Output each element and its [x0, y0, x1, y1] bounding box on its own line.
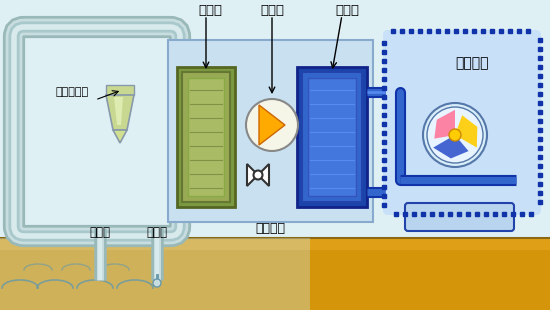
Polygon shape: [259, 105, 285, 145]
Polygon shape: [114, 97, 123, 125]
FancyBboxPatch shape: [405, 203, 514, 231]
Circle shape: [423, 103, 487, 167]
Bar: [182, 72, 230, 202]
Bar: [297, 67, 367, 207]
FancyBboxPatch shape: [168, 40, 373, 222]
Circle shape: [254, 170, 262, 179]
Circle shape: [427, 107, 483, 163]
Bar: [188, 78, 224, 196]
Bar: [177, 67, 235, 207]
Polygon shape: [434, 110, 455, 139]
Bar: [0, 238, 550, 310]
Text: 旋流除砂器: 旋流除砂器: [56, 87, 89, 97]
Circle shape: [246, 99, 298, 151]
Bar: [0, 238, 550, 250]
Bar: [0, 0, 550, 240]
Polygon shape: [106, 95, 134, 130]
Polygon shape: [113, 130, 127, 143]
Text: 风机盘管: 风机盘管: [455, 56, 489, 70]
Text: 回水井: 回水井: [90, 225, 111, 238]
Bar: [308, 78, 356, 196]
Bar: [302, 72, 362, 202]
Polygon shape: [433, 135, 469, 158]
Polygon shape: [247, 164, 258, 186]
Polygon shape: [258, 164, 269, 186]
Polygon shape: [455, 115, 477, 148]
Text: 热泵机组: 热泵机组: [255, 222, 285, 234]
Text: 压缩机: 压缩机: [260, 3, 284, 16]
Circle shape: [153, 279, 161, 287]
Bar: [106, 85, 134, 95]
FancyBboxPatch shape: [0, 238, 310, 310]
Text: 蒸发器: 蒸发器: [198, 3, 222, 16]
Text: 取水井: 取水井: [146, 225, 168, 238]
Text: 冷凝器: 冷凝器: [335, 3, 359, 16]
FancyBboxPatch shape: [383, 30, 541, 215]
Circle shape: [449, 129, 461, 141]
